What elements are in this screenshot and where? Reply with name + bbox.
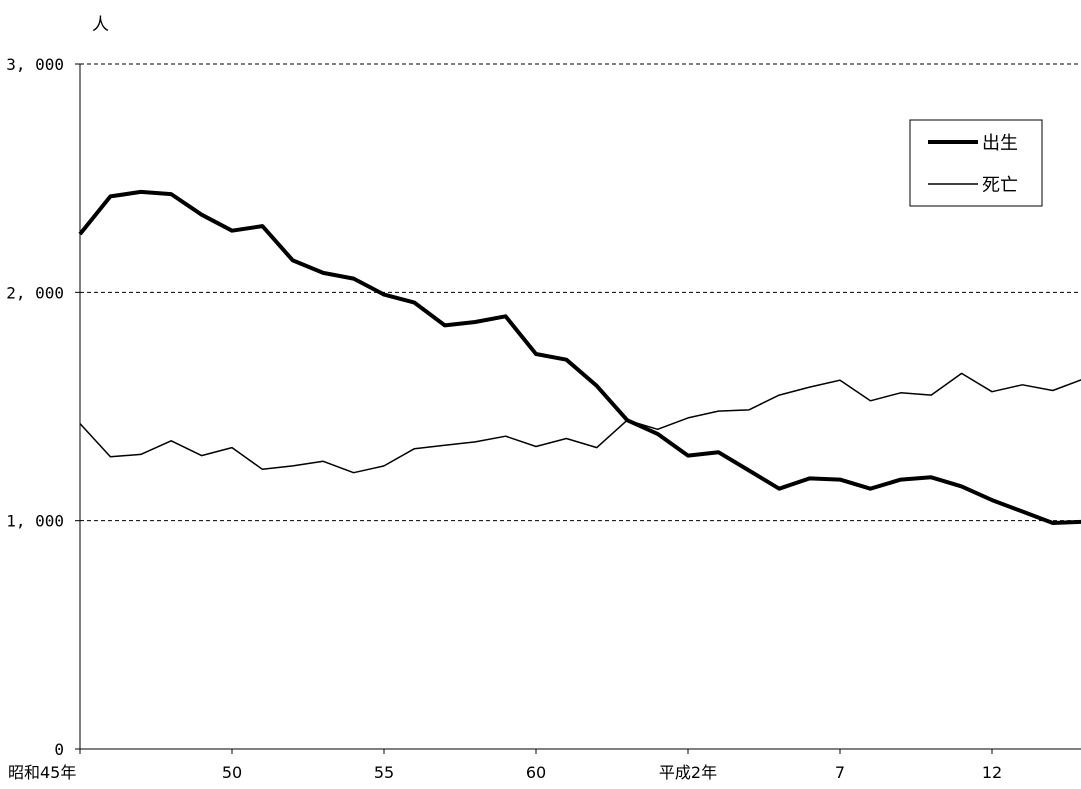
x-tick-label: 平成2年 [659,763,717,782]
x-tick-label: 7 [835,763,845,782]
y-axis-unit-label: 人 [92,15,109,35]
legend-label: 死亡 [982,175,1018,196]
x-tick-label: 55 [374,763,394,782]
y-tick-label: 0 [54,740,64,759]
y-tick-label: 1, 000 [6,512,64,531]
legend-box [909,119,1043,207]
x-tick-label: 12 [982,763,1002,782]
gridlines [80,63,1081,522]
x-axis-ticks: 昭和45年 50 55 60 平成2年 7 12 [8,749,1002,782]
x-tick-label: 昭和45年 [8,763,76,782]
y-tick-label: 3, 000 [6,55,64,74]
x-tick-label: 50 [222,763,242,782]
series-line-death [79,372,1081,474]
series [78,189,1081,525]
legend-label: 出生 [982,133,1018,154]
axes [79,64,1081,750]
y-axis-ticks: 0 1, 000 2, 000 3, 000 [6,55,80,759]
y-tick-label: 2, 000 [6,283,64,302]
series-line-birth [78,189,1081,525]
x-tick-label: 60 [526,763,546,782]
